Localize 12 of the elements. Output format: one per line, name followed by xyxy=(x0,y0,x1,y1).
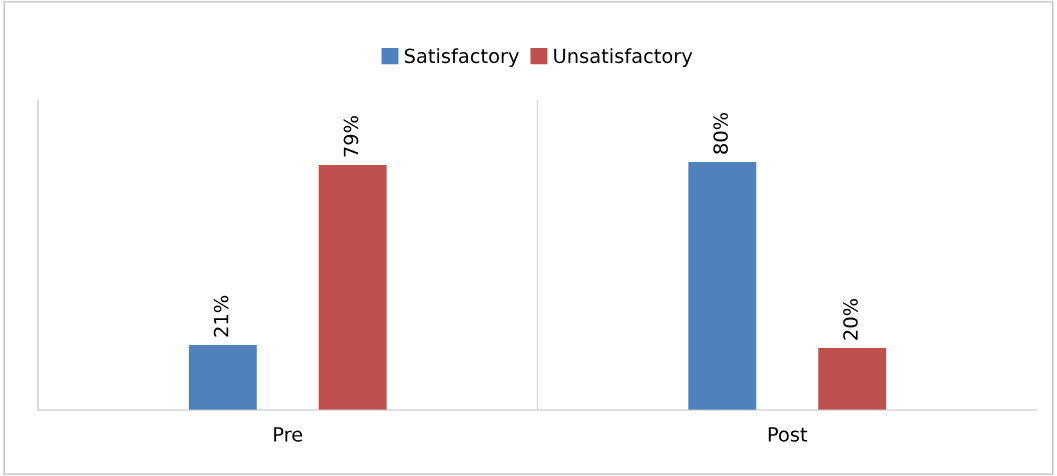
legend-label: Unsatisfactory xyxy=(554,48,693,67)
bar xyxy=(188,344,257,410)
data-label: 80% xyxy=(713,112,728,154)
data-label: 21% xyxy=(213,295,229,337)
x-tick-label: Pre xyxy=(274,427,303,442)
bar xyxy=(688,162,757,410)
data-label: 20% xyxy=(843,298,858,340)
data-label: 79% xyxy=(343,116,359,157)
bar xyxy=(318,165,387,410)
bar xyxy=(818,348,887,410)
x-tick-label: Post xyxy=(768,427,808,442)
legend-label: Satisfactory xyxy=(404,48,519,67)
